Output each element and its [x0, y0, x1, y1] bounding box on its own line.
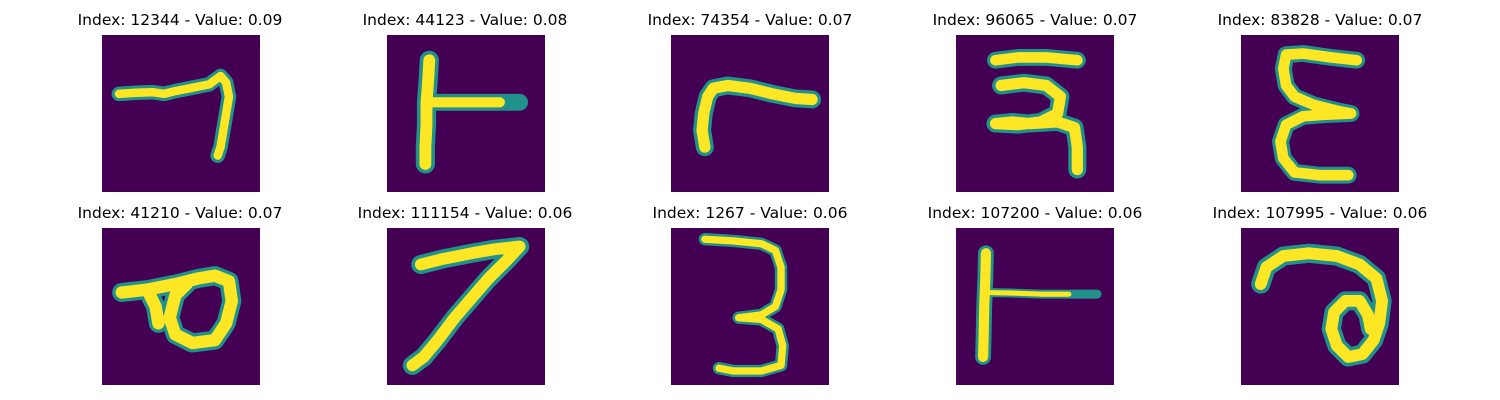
- panel-title: Index: 107995 - Value: 0.06: [1170, 204, 1470, 222]
- digit-image: [1241, 228, 1399, 385]
- panel-title: Index: 96065 - Value: 0.07: [885, 11, 1185, 29]
- panel-title: Index: 41210 - Value: 0.07: [30, 204, 330, 222]
- digit-image: [956, 228, 1114, 385]
- panel-title: Index: 111154 - Value: 0.06: [315, 204, 615, 222]
- panel-title: Index: 12344 - Value: 0.09: [30, 11, 330, 29]
- panel-title: Index: 83828 - Value: 0.07: [1170, 11, 1470, 29]
- digit-image: [387, 35, 545, 192]
- panel-title: Index: 74354 - Value: 0.07: [600, 11, 900, 29]
- panel-title: Index: 44123 - Value: 0.08: [315, 11, 615, 29]
- digit-image: [1241, 35, 1399, 192]
- panel-title: Index: 1267 - Value: 0.06: [600, 204, 900, 222]
- digit-image: [671, 35, 829, 192]
- digit-image: [102, 228, 260, 385]
- digit-image: [387, 228, 545, 385]
- digit-image: [102, 35, 260, 192]
- panel-title: Index: 107200 - Value: 0.06: [885, 204, 1185, 222]
- digit-image: [956, 35, 1114, 192]
- digit-image: [671, 228, 829, 385]
